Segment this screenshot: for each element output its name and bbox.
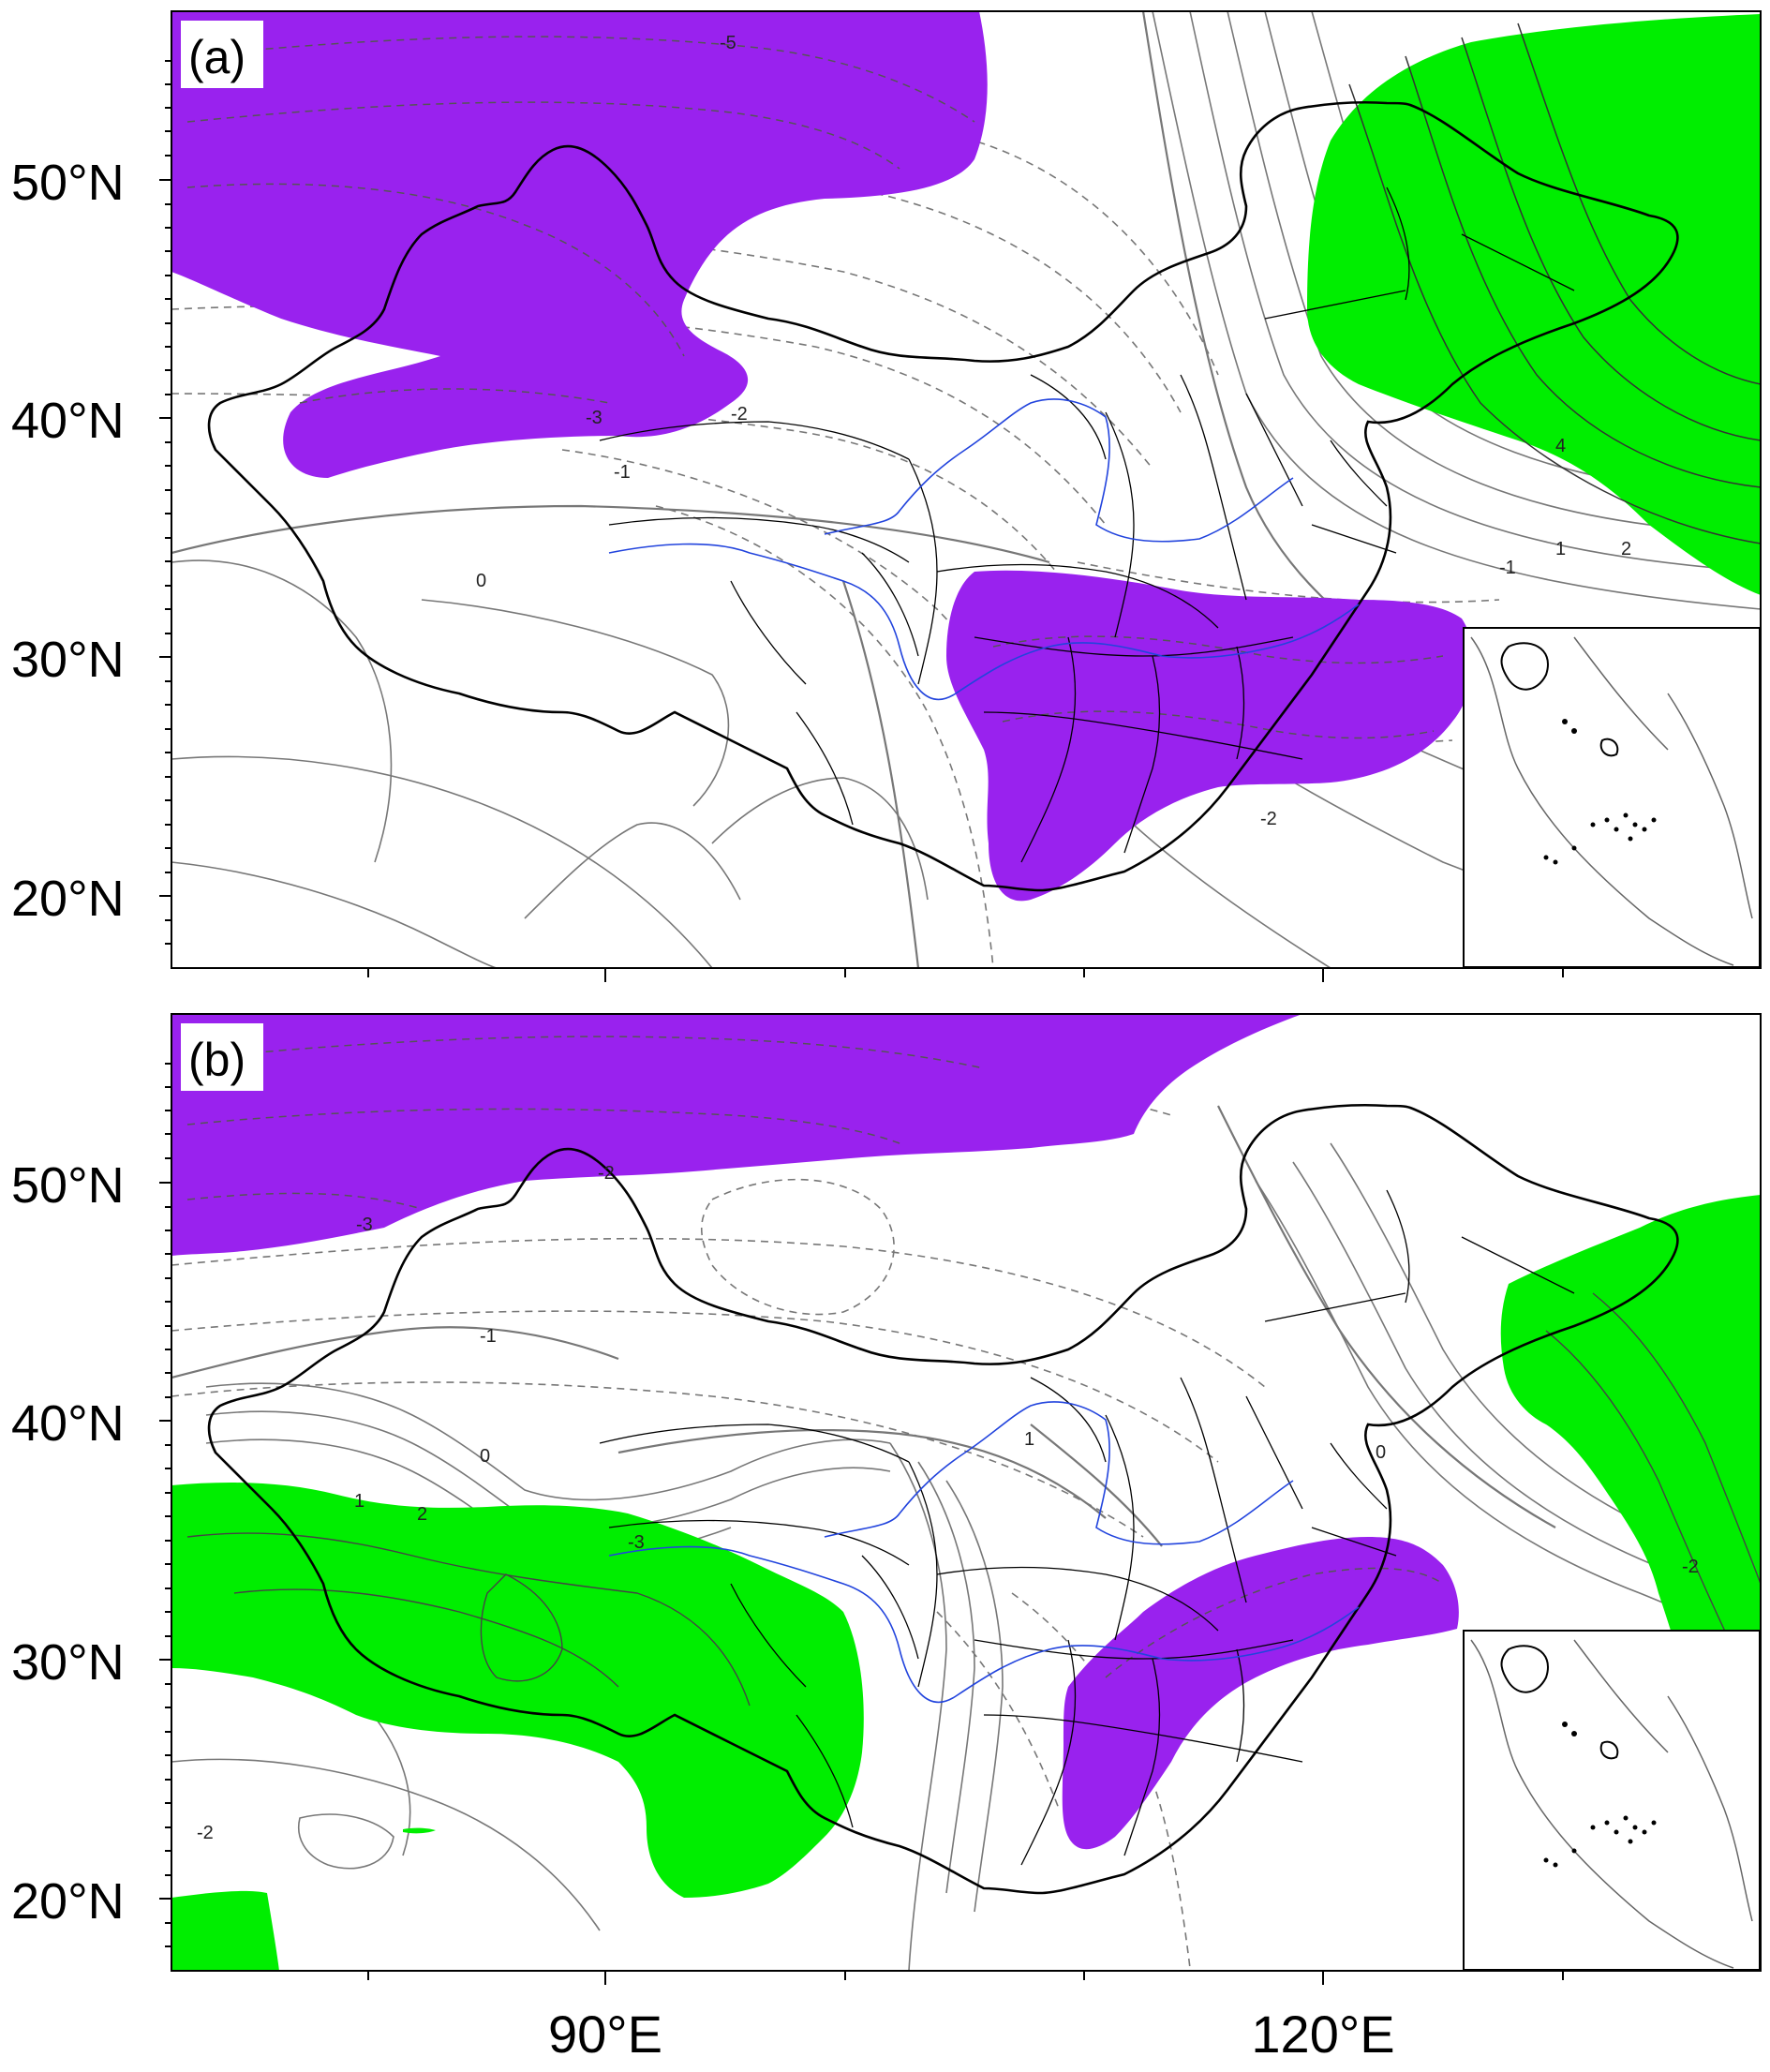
panel-a: -5 -3 -2 -1 4 1 2 -1 -2 0 (a) — [11, 10, 1762, 982]
panel-b-positive-contours — [186, 1292, 1761, 1707]
panel-a-label: (a) — [188, 31, 245, 83]
panel-b-negative-region-southeast — [1062, 1537, 1459, 1850]
panel-b: -2 -3 -1 0 1 2 -3 1 -2 -2 0 (b) — [11, 1013, 1762, 2064]
panel-b-lat-ticks — [159, 1063, 171, 1947]
panel-a-negative-region-north — [171, 11, 988, 478]
panel-a-rivers — [608, 398, 1360, 700]
panel-b-contour-label: 0 — [1376, 1442, 1386, 1463]
panel-b-label: (b) — [188, 1034, 245, 1086]
panel-a-lat-label-50: 50°N — [11, 155, 125, 211]
panel-a-contour-label: -2 — [1260, 809, 1277, 829]
panel-b-positive-region-small — [403, 1827, 436, 1834]
panel-a-lon-ticks — [367, 968, 1564, 982]
panel-b-lat-label-20: 20°N — [11, 1873, 125, 1930]
panel-b-contour-label: -2 — [598, 1163, 615, 1184]
panel-a-negative-regions — [171, 11, 1474, 902]
panel-b-contour-label: 1 — [1024, 1429, 1034, 1450]
panel-b-label-box — [181, 1023, 263, 1091]
panel-a-contour-label: -1 — [1499, 558, 1516, 578]
panel-a-contour-label: 0 — [476, 571, 486, 591]
panel-b-lat-label-30: 30°N — [11, 1634, 125, 1691]
panel-a-inset — [1463, 627, 1761, 968]
panel-b-positive-region-southwest — [171, 1890, 279, 1971]
lon-label-120: 120°E — [1251, 2005, 1394, 2064]
panel-a-contour-label: -3 — [586, 408, 602, 428]
panel-a-contour-label: -5 — [720, 33, 736, 53]
panel-b-contour-labels: -2 -3 -1 0 1 2 -3 1 -2 -2 0 — [197, 1163, 1699, 1843]
panel-b-positive-region-tibet — [171, 1483, 864, 1898]
panel-b-lat-label-40: 40°N — [11, 1395, 125, 1452]
panel-a-contour-label: -2 — [731, 404, 748, 425]
panel-b-contour-label: -3 — [628, 1532, 645, 1553]
panel-b-contour-label: -3 — [356, 1215, 373, 1235]
panel-a-lat-label-30: 30°N — [11, 632, 125, 688]
panel-a-contour-label: 4 — [1555, 436, 1566, 456]
panel-b-lon-ticks — [367, 1971, 1564, 1985]
panel-a-lat-label-20: 20°N — [11, 871, 125, 927]
panel-a-label-box — [181, 21, 263, 88]
panel-b-overlay-contours — [186, 1036, 1444, 1678]
panel-a-province-boundaries — [599, 186, 1575, 863]
panel-b-contour-label: -2 — [1682, 1557, 1699, 1577]
panel-b-contour-label: 1 — [354, 1491, 364, 1512]
panel-b-negative-region-north — [171, 1014, 1302, 1256]
panel-a-negative-region-southeast — [946, 570, 1474, 902]
panel-b-inset — [1463, 1630, 1761, 1971]
panel-a-contour-label: 1 — [1555, 539, 1566, 559]
panel-a-positive-contours — [1348, 22, 1761, 544]
panel-a-positive-regions — [1307, 14, 1761, 595]
panel-a-lat-ticks — [159, 60, 171, 945]
panel-b-lat-label-50: 50°N — [11, 1157, 125, 1214]
panel-a-lat-label-40: 40°N — [11, 393, 125, 449]
panel-b-negative-regions — [171, 1014, 1459, 1850]
lon-label-90: 90°E — [548, 2005, 662, 2064]
panel-a-contour-label: 2 — [1621, 539, 1631, 559]
panel-b-contour-label: 0 — [480, 1446, 490, 1467]
panel-a-contour-labels: -5 -3 -2 -1 4 1 2 -1 -2 0 — [476, 33, 1631, 829]
panel-b-contour-label: 2 — [417, 1504, 427, 1525]
panel-b-contour-label: -1 — [480, 1326, 497, 1347]
panel-b-province-boundaries — [599, 1189, 1575, 1866]
panel-b-contours — [171, 1072, 1761, 1971]
panel-b-rivers — [608, 1401, 1360, 1703]
panel-a-country-outline — [207, 100, 1679, 892]
panel-a-contour-label: -1 — [614, 462, 631, 483]
panel-b-country-outline — [207, 1103, 1679, 1895]
panel-a-positive-region-northeast — [1307, 14, 1761, 595]
panel-b-contour-label: -2 — [197, 1823, 214, 1843]
